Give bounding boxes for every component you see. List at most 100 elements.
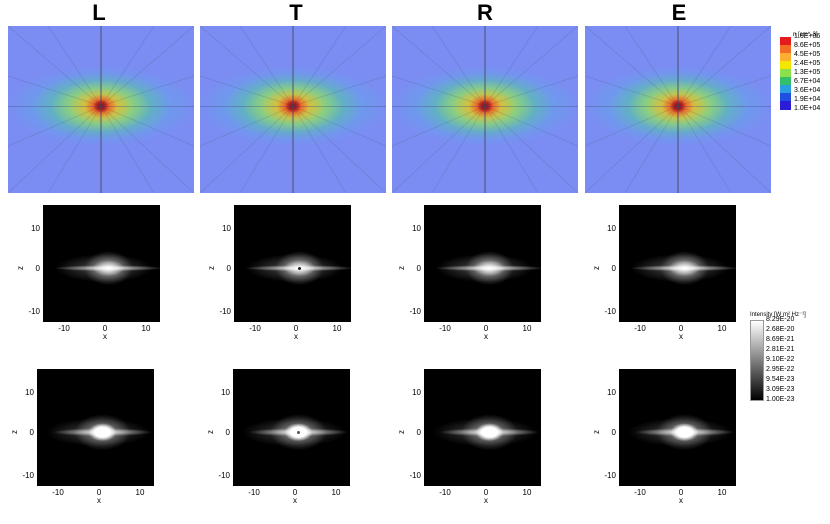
- y-tick-label: 0: [611, 264, 616, 274]
- density-colorbar-title: n [cm^-3]: [793, 32, 818, 38]
- column-header-e: E: [671, 0, 687, 25]
- y-tick-label: -10: [219, 307, 231, 317]
- density-colorbar-label: 4.5E+05: [794, 51, 821, 58]
- intensity-colorbar-label: 9.54E-23: [766, 376, 795, 383]
- y-axis-label: z: [397, 430, 406, 435]
- y-tick-label: 10: [31, 224, 40, 234]
- x-tick-label: 10: [331, 488, 341, 497]
- intensity-panel-e-1: [619, 205, 736, 322]
- x-tick-label: 0: [293, 324, 299, 333]
- x-tick-label: 10: [717, 324, 727, 333]
- y-tick-label: 0: [225, 428, 230, 438]
- intensity-colorbar: [750, 320, 764, 401]
- x-tick-label: 10: [717, 488, 727, 497]
- x-axis-label: x: [679, 496, 683, 505]
- y-tick-label: 0: [35, 264, 40, 274]
- x-axis-label: x: [97, 496, 101, 505]
- density-rays-l: [8, 26, 194, 193]
- column-header-t: T: [289, 0, 303, 25]
- density-colorbar-swatch: [780, 101, 791, 110]
- y-tick-label: 10: [412, 388, 421, 398]
- y-tick-label: 0: [416, 428, 421, 438]
- x-axis-label: x: [484, 496, 488, 505]
- x-tick-label: 10: [135, 488, 145, 497]
- density-colorbar-label: 8.6E+05: [794, 42, 821, 49]
- intensity-colorbar-label: 2.81E-21: [766, 346, 795, 353]
- y-tick-label: -10: [218, 471, 230, 481]
- intensity-panel-t-1: [234, 205, 351, 322]
- x-tick-label: 0: [678, 488, 684, 497]
- y-axis-label: z: [397, 266, 406, 271]
- y-tick-label: -10: [22, 471, 34, 481]
- x-tick-label: 10: [141, 324, 151, 333]
- x-axis-label: x: [484, 332, 488, 341]
- y-tick-label: 0: [611, 428, 616, 438]
- center-dot: [298, 266, 302, 270]
- y-tick-label: 0: [416, 264, 421, 274]
- x-tick-label: 10: [522, 324, 532, 333]
- x-axis-label: x: [293, 496, 297, 505]
- density-colorbar-label: 2.4E+05: [794, 60, 821, 67]
- density-colorbar-swatch: [780, 77, 791, 86]
- x-tick-label: -10: [634, 488, 646, 497]
- y-tick-label: 10: [412, 224, 421, 234]
- density-colorbar-swatch: [780, 61, 791, 70]
- intensity-colorbar-label: 3.09E-23: [766, 386, 795, 393]
- y-tick-label: 10: [607, 224, 616, 234]
- y-tick-label: -10: [409, 471, 421, 481]
- y-tick-label: 10: [221, 388, 230, 398]
- density-rays-r: [392, 26, 578, 193]
- y-tick-label: 10: [607, 388, 616, 398]
- y-tick-label: -10: [604, 307, 616, 317]
- x-tick-label: 0: [483, 324, 489, 333]
- y-tick-label: -10: [604, 471, 616, 481]
- density-colorbar-swatch: [780, 69, 791, 78]
- intensity-colorbar-label: 2.68E-20: [766, 326, 795, 333]
- y-axis-label: z: [10, 430, 19, 435]
- density-colorbar-swatch: [780, 37, 791, 46]
- x-tick-label: 0: [678, 324, 684, 333]
- x-tick-label: -10: [439, 324, 451, 333]
- y-tick-label: 10: [25, 388, 34, 398]
- intensity-panel-l-2: [37, 369, 154, 486]
- intensity-panel-r-1: [424, 205, 541, 322]
- y-axis-label: z: [206, 430, 215, 435]
- x-tick-label: -10: [52, 488, 64, 497]
- density-rays-e: [585, 26, 771, 193]
- density-colorbar-label: 1.0E+04: [794, 105, 821, 112]
- density-rays-t: [200, 26, 386, 193]
- x-tick-label: -10: [249, 324, 261, 333]
- x-tick-label: -10: [634, 324, 646, 333]
- intensity-colorbar-label: 8.69E-21: [766, 336, 795, 343]
- x-tick-label: 10: [332, 324, 342, 333]
- intensity-panel-e-2: [619, 369, 736, 486]
- density-map-r: [392, 26, 578, 193]
- x-tick-label: 0: [96, 488, 102, 497]
- column-header-l: L: [92, 0, 106, 25]
- density-colorbar-label: 3.6E+04: [794, 87, 821, 94]
- density-colorbar-swatch: [780, 45, 791, 54]
- density-map-l: [8, 26, 194, 193]
- density-colorbar-swatch: [780, 85, 791, 94]
- y-tick-label: 0: [226, 264, 231, 274]
- intensity-panel-l-1: [43, 205, 160, 322]
- y-axis-label: z: [592, 266, 601, 271]
- y-tick-label: 0: [29, 428, 34, 438]
- y-tick-label: -10: [409, 307, 421, 317]
- density-colorbar-labels: 1.6E+06 8.6E+05 4.5E+05 2.4E+05 1.3E+05 6.7E+…: [794, 33, 830, 112]
- y-tick-label: -10: [28, 307, 40, 317]
- density-colorbar: [780, 37, 791, 110]
- density-colorbar-label: 6.7E+04: [794, 78, 821, 85]
- y-axis-label: z: [207, 266, 216, 271]
- center-dot: [297, 430, 301, 434]
- intensity-colorbar-label: 9.10E-22: [766, 356, 795, 363]
- intensity-colorbar-label: 8.29E-20: [766, 316, 795, 323]
- x-tick-label: -10: [58, 324, 70, 333]
- x-tick-label: 0: [483, 488, 489, 497]
- intensity-colorbar-label: 2.95E-22: [766, 366, 795, 373]
- density-map-t: [200, 26, 386, 193]
- y-axis-label: z: [592, 430, 601, 435]
- x-tick-label: 0: [102, 324, 108, 333]
- intensity-colorbar-label: 1.00E-23: [766, 396, 795, 403]
- density-colorbar-swatch: [780, 93, 791, 102]
